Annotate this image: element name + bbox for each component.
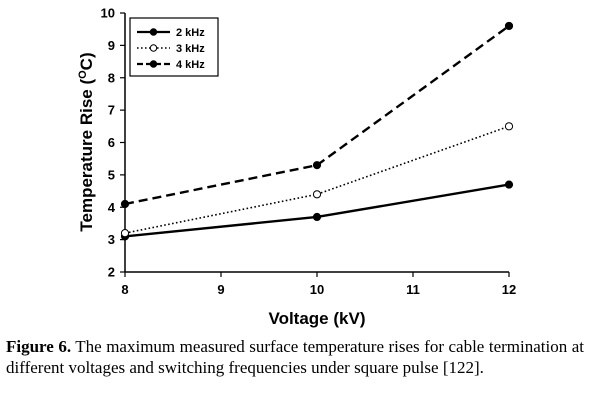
legend-entry: 3 kHz <box>137 43 205 55</box>
x-tick-label: 12 <box>502 282 516 297</box>
series-3 <box>120 21 514 209</box>
data-point <box>504 122 514 131</box>
x-tick-label: 9 <box>217 282 224 297</box>
legend: 2 kHz 3 kHz 4 kHz <box>129 17 219 77</box>
y-tick-label: 7 <box>108 103 115 118</box>
y-tick-label: 5 <box>108 167 115 182</box>
series-layer <box>120 21 514 241</box>
caption-text: The maximum measured surface temperature… <box>6 337 584 377</box>
data-point <box>504 21 514 31</box>
series-line <box>124 125 510 234</box>
data-point <box>120 199 130 209</box>
y-tick-label: 8 <box>108 70 115 85</box>
y-axis-title: Temperature Rise (OC) <box>77 52 96 231</box>
caption-label: Figure 6. <box>6 337 72 356</box>
data-point <box>120 229 130 238</box>
y-tick-label: 9 <box>108 38 115 53</box>
y-tick-label: 10 <box>101 6 115 21</box>
data-point <box>312 212 322 222</box>
legend-box <box>129 17 219 77</box>
series-1 <box>120 180 514 241</box>
axes <box>120 12 510 277</box>
y-axis-title-tail: C) <box>77 52 96 70</box>
legend-swatch-marker <box>149 60 158 68</box>
legend-entry: 2 kHz <box>137 27 205 39</box>
y-tick-label: 6 <box>108 135 115 150</box>
legend-entry: 4 kHz <box>137 59 205 71</box>
y-axis-title-sup: O <box>77 70 89 79</box>
tick-labels: 2 3 4 5 6 7 8 9 10 8 9 10 11 12 <box>101 6 517 298</box>
x-tick-label: 11 <box>406 282 420 297</box>
legend-swatch-marker <box>149 44 158 52</box>
series-line <box>124 24 510 206</box>
legend-label: 3 kHz <box>176 43 205 55</box>
data-point <box>312 190 322 199</box>
legend-label: 4 kHz <box>176 59 205 71</box>
chart: 2 3 4 5 6 7 8 9 10 8 9 10 11 12 Voltage (kV) Temperat… <box>77 6 517 329</box>
x-tick-label: 8 <box>121 282 128 297</box>
legend-label: 2 kHz <box>176 27 205 39</box>
y-tick-label: 4 <box>108 200 116 215</box>
legend-swatch-marker <box>149 28 158 36</box>
x-tick-label: 10 <box>310 282 324 297</box>
x-axis-title: Voltage (kV) <box>269 309 366 328</box>
y-tick-label: 2 <box>108 265 115 280</box>
y-tick-label: 3 <box>108 232 115 247</box>
data-point <box>312 161 322 170</box>
series-2 <box>120 122 514 238</box>
y-axis-title-main: Temperature Rise ( <box>77 79 96 232</box>
data-point <box>504 180 514 189</box>
figure-caption: Figure 6. The maximum measured surface t… <box>6 336 584 378</box>
